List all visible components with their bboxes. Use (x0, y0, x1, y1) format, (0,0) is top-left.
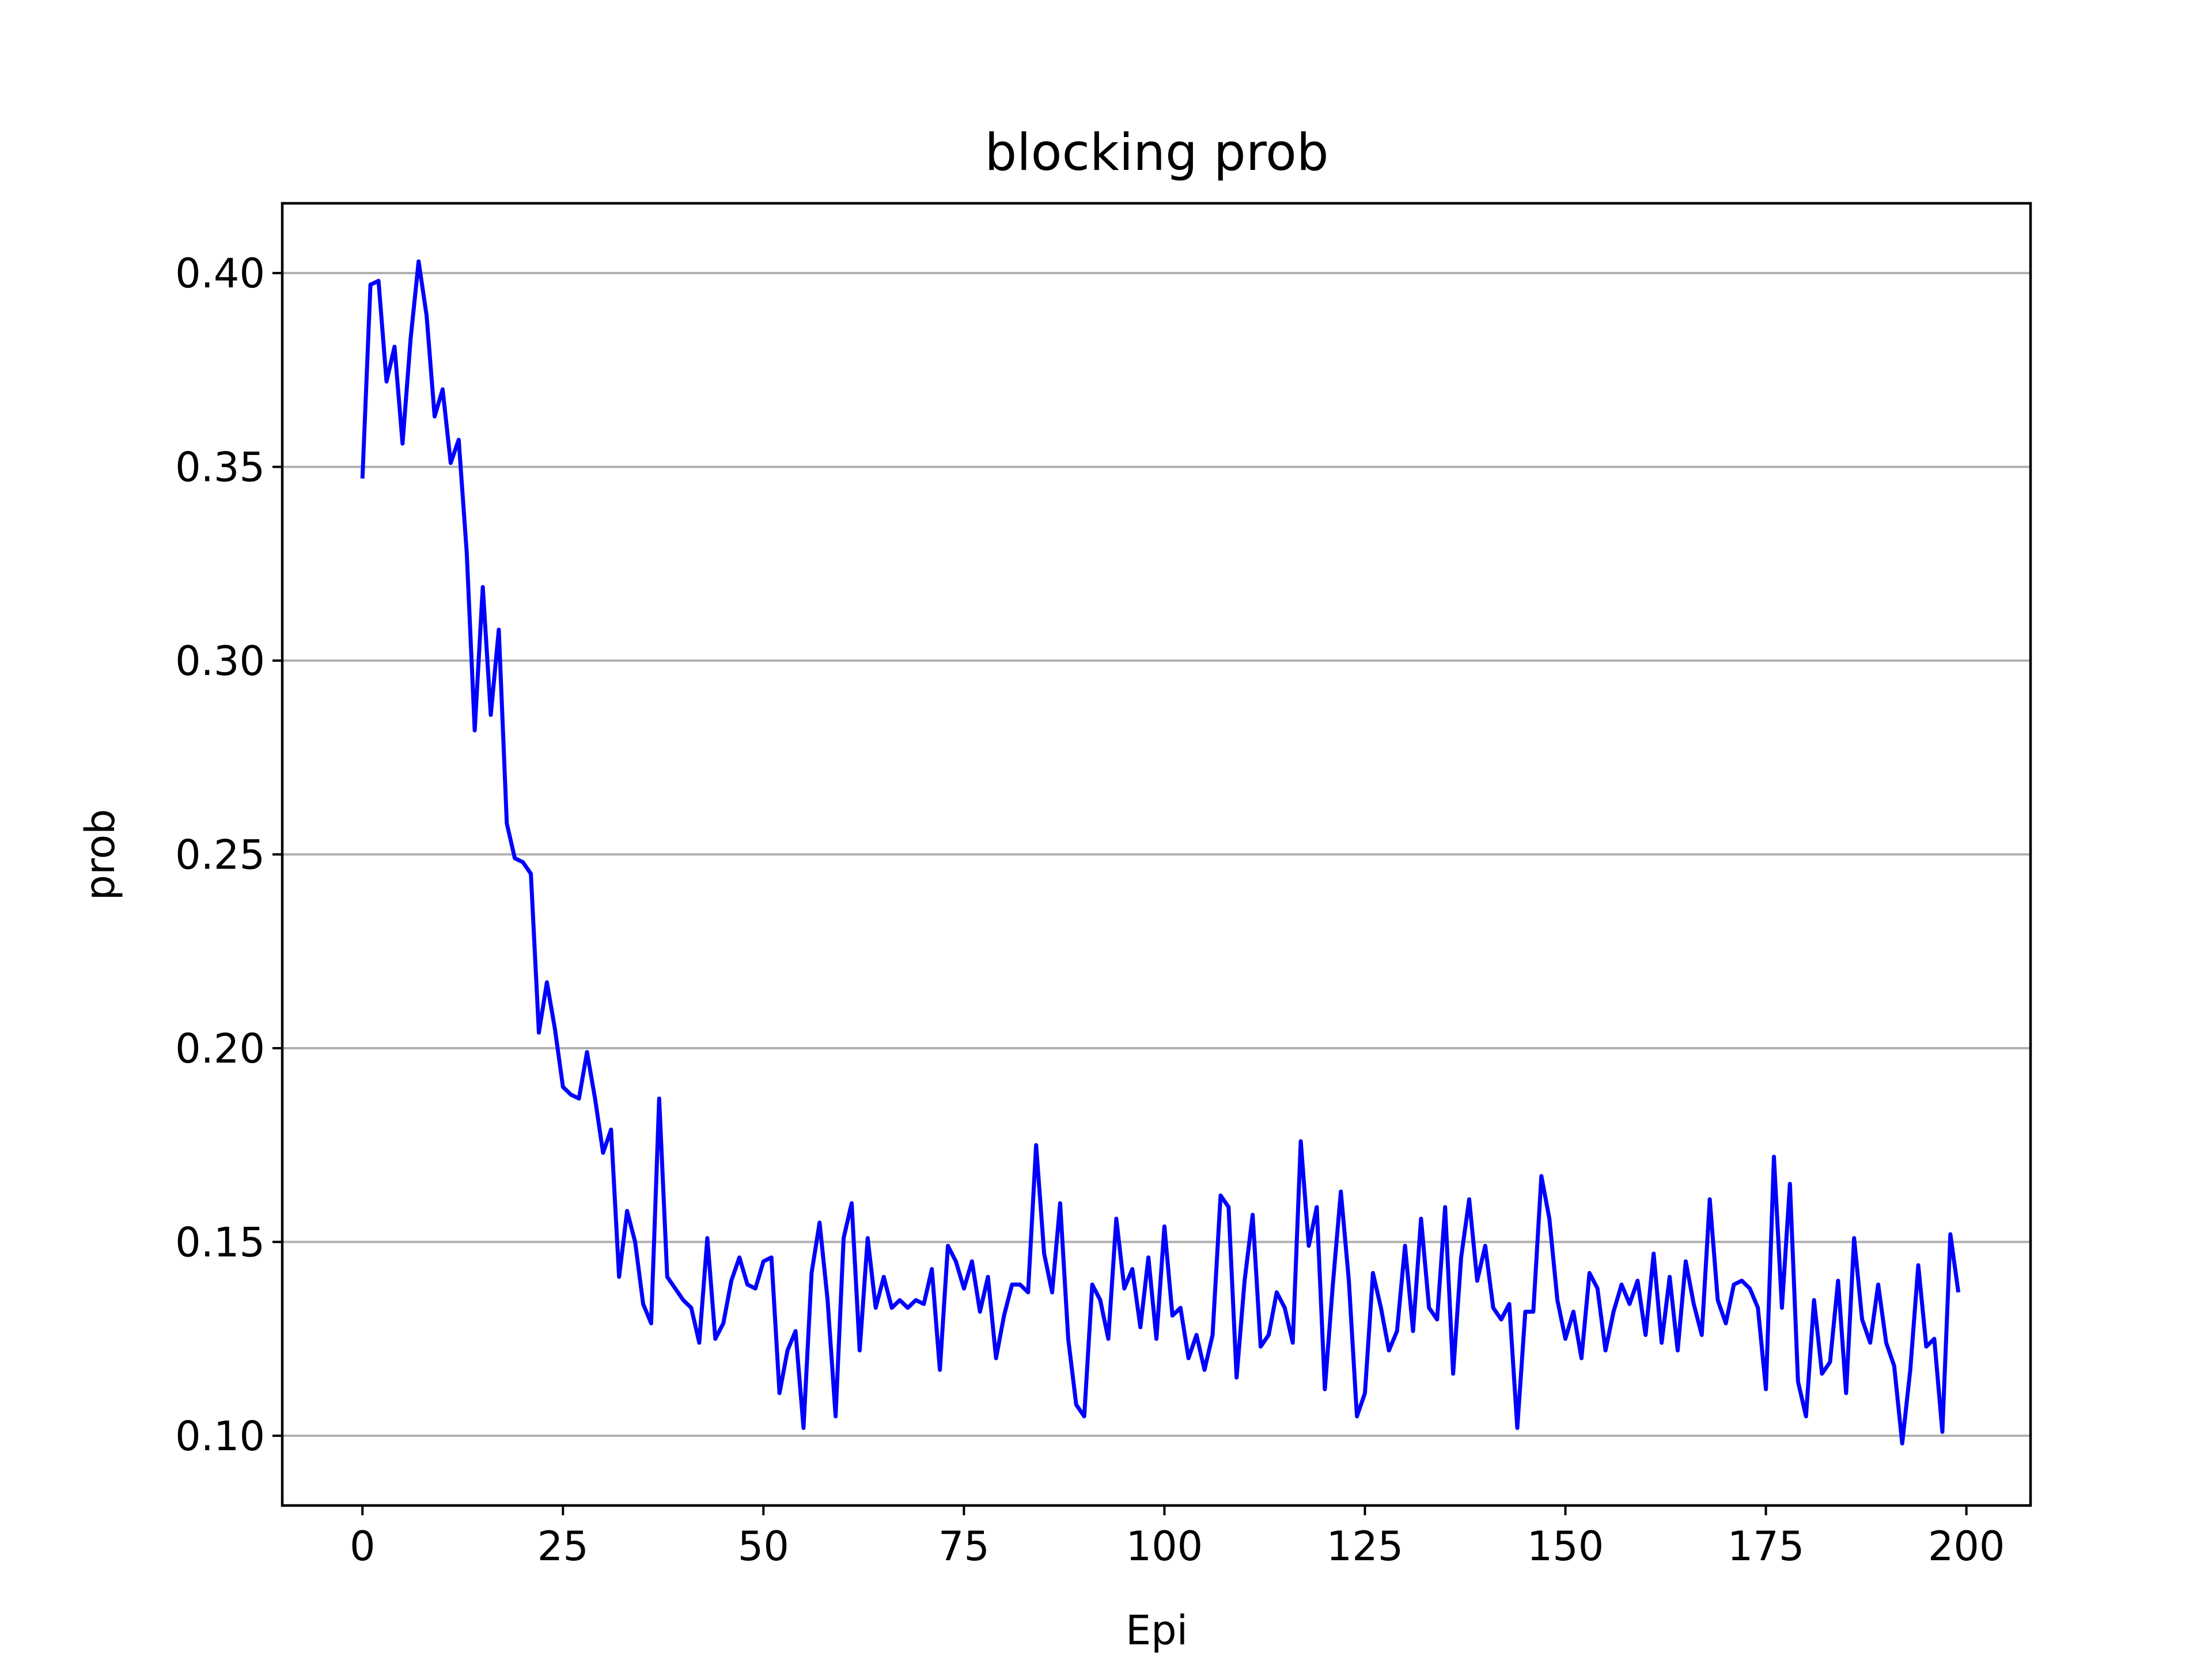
y-tick-label: 0.15 (175, 1219, 265, 1266)
gridlines (282, 272, 2031, 1437)
series-line (360, 259, 1961, 1446)
x-tick-label: 100 (1126, 1523, 1203, 1570)
x-tick-label: 200 (1928, 1523, 2005, 1570)
x-tick-label: 175 (1728, 1523, 1805, 1570)
y-tick-label: 0.40 (175, 250, 265, 297)
x-tick-label: 75 (938, 1523, 990, 1570)
y-tick-label: 0.10 (175, 1413, 265, 1460)
x-tick-label: 25 (537, 1523, 589, 1570)
y-axis: 0.10 0.15 0.20 0.25 0.30 0.35 0.40 (175, 250, 282, 1460)
y-tick-label: 0.35 (175, 444, 265, 491)
y-tick-label: 0.20 (175, 1025, 265, 1072)
x-axis-label: Epi (1126, 1607, 1188, 1654)
y-tick-label: 0.25 (175, 832, 265, 879)
y-tick-label: 0.30 (175, 638, 265, 685)
y-axis-label: prob (77, 809, 124, 901)
x-tick-label: 50 (738, 1523, 789, 1570)
series-layer (360, 259, 1961, 1446)
chart-title: blocking prob (984, 123, 1328, 182)
x-tick-label: 125 (1327, 1523, 1404, 1570)
x-tick-label: 150 (1527, 1523, 1604, 1570)
x-tick-label: 0 (350, 1523, 376, 1570)
x-axis: 0 25 50 75 100 125 150 175 200 (350, 1505, 2005, 1570)
